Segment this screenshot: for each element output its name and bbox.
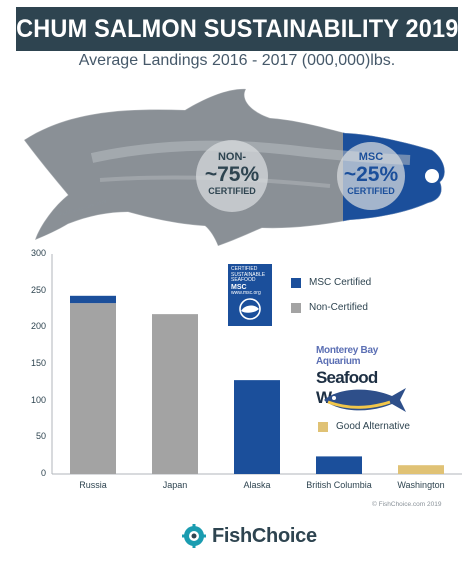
category-label-russia: Russia [79, 480, 107, 490]
page-subtitle: Average Landings 2016 - 2017 (000,000)lb… [78, 52, 396, 69]
category-label-japan: Japan [162, 480, 188, 490]
msc-logo-url: www.msc.org [231, 290, 261, 297]
msc-logo: CERTIFIED SUSTAINABLE SEAFOOD MSC www.ms… [228, 264, 272, 326]
legend-good-swatch [318, 421, 328, 432]
category-label-washington: Washington [397, 480, 445, 490]
msc-logo-big: MSC [231, 283, 247, 291]
page-title: CHUM SALMON SUSTAINABILITY 2019 [15, 14, 459, 43]
msc-logo-line3: SEAFOOD [231, 277, 256, 283]
fishchoice-logo-icon [182, 524, 206, 548]
fish-eye-icon [425, 169, 439, 183]
legend-non-certified: Non-Certified [291, 302, 368, 313]
legend-msc: MSC Certified [291, 277, 371, 288]
bar-alaska-msc-certified [234, 380, 280, 474]
y-tick-300: 300 [30, 248, 46, 258]
bar-japan-non-certified [152, 314, 198, 474]
msc-fish-icon [239, 297, 261, 320]
msc-certified-top: MSC [358, 151, 384, 163]
y-tick-150: 150 [30, 358, 46, 368]
y-tick-100: 100 [30, 394, 46, 405]
legend-non-label: Non-Certified [309, 302, 368, 313]
salmon-illustration [23, 88, 446, 247]
non-certified-top: NON- [217, 151, 247, 163]
legend-good-alternative: Good Alternative [318, 421, 410, 432]
bar-british-columbia-msc-certified [316, 456, 362, 474]
bar-russia-non-certified [70, 303, 116, 474]
msc-certified-circle [337, 142, 405, 210]
bar-russia-msc-certified [70, 295, 116, 304]
legend-msc-label: MSC Certified [309, 277, 372, 288]
non-certified-pct: ~75% [204, 163, 260, 186]
msc-logo-line1: CERTIFIED [231, 266, 258, 272]
non-certified-circle [196, 140, 268, 212]
y-tick-200: 200 [30, 321, 46, 332]
tuna-icon [324, 388, 406, 412]
brand-name: FishChoice [212, 524, 317, 547]
msc-certified-pct: ~25% [343, 163, 399, 186]
title-banner: CHUM SALMON SUSTAINABILITY 2019 [16, 7, 458, 51]
category-label-alaska: Alaska [243, 480, 271, 490]
non-certified-bottom: CERTIFIED [208, 186, 256, 196]
non-certified-badge: NON- ~75% CERTIFIED [196, 152, 268, 196]
legend-non-swatch [291, 302, 301, 313]
y-tick-50: 50 [35, 431, 46, 442]
msc-logo-line2: SUSTAINABLE [231, 271, 266, 278]
msc-certified-badge: MSC ~25% CERTIFIED [335, 152, 407, 196]
bar-chart [51, 254, 462, 475]
fishchoice-brand: FishChoice [182, 524, 317, 548]
seafood-watch-top: Monterey Bay Aquarium [316, 345, 378, 367]
bar-washington-good-alternative [398, 465, 444, 474]
category-label-british-columbia: British Columbia [306, 480, 372, 490]
legend-msc-swatch [291, 277, 301, 288]
chart-copyright: © FishChoice.com 2019 [372, 501, 442, 508]
y-tick-0: 0 [40, 468, 46, 478]
legend-good-label: Good Alternative [336, 421, 410, 432]
msc-certified-bottom: CERTIFIED [347, 186, 395, 196]
y-tick-250: 250 [30, 284, 46, 295]
